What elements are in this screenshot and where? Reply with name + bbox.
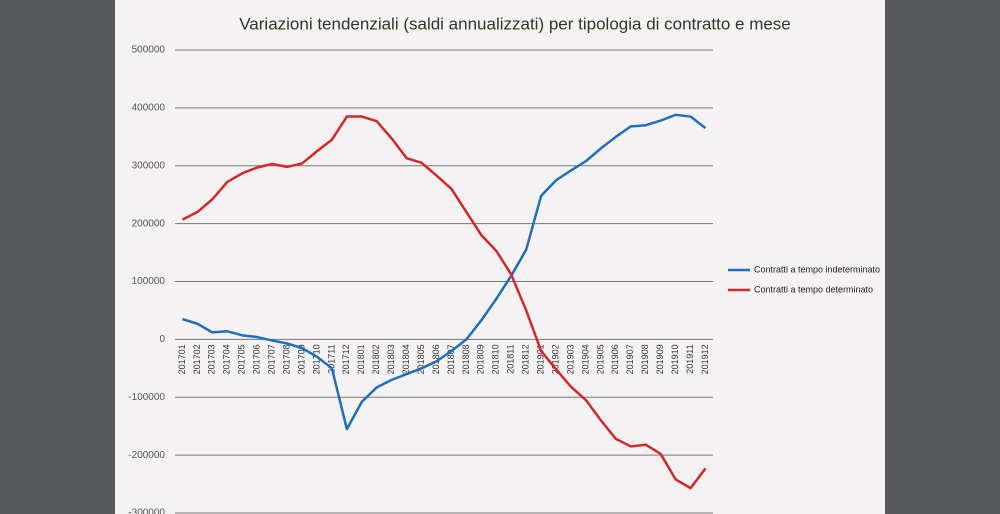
x-tick-label: 201905: [595, 344, 605, 374]
x-tick-label: 201811: [506, 344, 516, 373]
x-tick-label: 201907: [625, 344, 635, 374]
y-tick-label: 400000: [132, 103, 166, 114]
y-tick-label: 200000: [132, 218, 166, 229]
y-tick-label: -300000: [128, 508, 165, 514]
x-tick-label: 201807: [446, 344, 456, 374]
x-tick-label: 201803: [386, 344, 396, 374]
x-tick-label: 201910: [670, 344, 680, 374]
x-tick-label: 201703: [207, 344, 217, 374]
x-tick-label: 201902: [550, 344, 560, 374]
x-tick-label: 201704: [222, 344, 232, 374]
legend-label: Contratti a tempo determinato: [754, 284, 873, 294]
x-tick-label: 201804: [401, 344, 411, 374]
x-tick-label: 201708: [281, 344, 291, 374]
y-tick-label: 300000: [132, 160, 166, 171]
x-tick-label: 201707: [267, 344, 277, 374]
x-tick-label: 201908: [640, 344, 650, 374]
y-tick-label: 100000: [132, 276, 166, 287]
x-tick-label: 201805: [416, 344, 426, 374]
x-tick-label: 201909: [655, 344, 665, 374]
x-tick-label: 201701: [177, 344, 187, 374]
x-tick-label: 201802: [371, 344, 381, 374]
y-tick-label: 500000: [132, 45, 166, 56]
y-tick-label: -200000: [128, 450, 165, 461]
x-tick-label: 201912: [700, 344, 710, 374]
series-line: [182, 113, 707, 431]
y-tick-label: -100000: [128, 392, 165, 403]
x-tick-label: 201702: [192, 344, 202, 374]
x-tick-label: 201812: [521, 344, 531, 374]
x-tick-label: 201809: [476, 344, 486, 374]
x-tick-label: 201904: [580, 344, 590, 374]
x-tick-label: 201710: [311, 344, 321, 374]
x-tick-label: 201806: [431, 344, 441, 374]
x-tick-label: 201801: [356, 344, 366, 374]
x-tick-label: 201911: [685, 344, 695, 373]
y-tick-label: 0: [159, 334, 165, 345]
x-tick-label: 201706: [252, 344, 262, 374]
chart-title: Variazioni tendenziali (saldi annualizza…: [239, 14, 791, 33]
x-tick-label: 201901: [536, 344, 546, 374]
x-tick-label: 201709: [296, 344, 306, 374]
x-tick-label: 201711: [326, 344, 336, 373]
x-tick-label: 201808: [461, 344, 471, 374]
x-tick-label: 201906: [610, 344, 620, 374]
legend-label: Contratti a tempo indeterminato: [754, 264, 880, 274]
x-tick-label: 201712: [341, 344, 351, 374]
x-tick-label: 201810: [491, 344, 501, 374]
series-line: [181, 115, 707, 490]
x-tick-label: 201705: [237, 344, 247, 374]
x-tick-label: 201903: [565, 344, 575, 374]
